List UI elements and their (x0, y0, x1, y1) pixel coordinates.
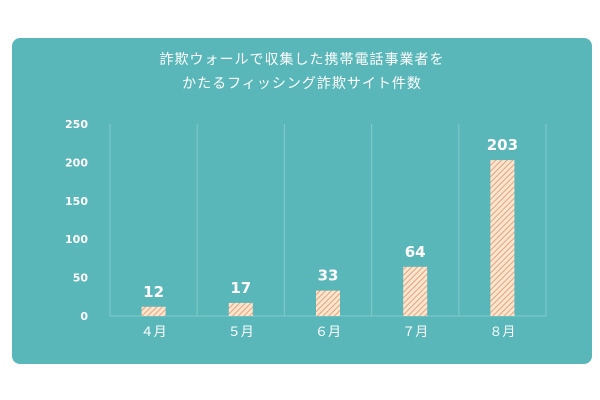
x-tick-label-2: ５月 (228, 325, 254, 340)
x-tick-label-4: ７月 (402, 325, 428, 340)
x-tick-label-3: ６月 (315, 325, 341, 340)
bar-5 (490, 160, 515, 316)
data-label-4: 64 (405, 243, 426, 261)
data-label-5: 203 (487, 136, 518, 154)
data-label-3: 33 (318, 267, 339, 285)
bar-3 (316, 290, 340, 316)
chart-card: 詐欺ウォールで収集した携帯電話事業者を かたるフィッシング詐欺サイト件数 0 50… (12, 38, 592, 364)
y-tick-label: 0 (80, 310, 88, 323)
chart-title-line-1: 詐欺ウォールで収集した携帯電話事業者を (159, 52, 445, 68)
y-tick-label: 250 (65, 118, 88, 131)
bar-2 (228, 302, 253, 316)
y-tick-label: 200 (65, 156, 88, 169)
bar-1 (141, 306, 166, 316)
y-tick-label: 150 (65, 195, 88, 208)
data-label-2: 17 (230, 279, 251, 297)
bar-chart: 0 50 100 150 200 250 12 ４月 17 ５月 33 ６月 64 ７月 203 ８月 (65, 118, 547, 340)
y-tick-label: 100 (65, 233, 88, 246)
chart-title: 詐欺ウォールで収集した携帯電話事業者を かたるフィッシング詐欺サイト件数 (12, 48, 592, 96)
x-tick-label-5: ８月 (489, 325, 515, 340)
chart-title-line-2: かたるフィッシング詐欺サイト件数 (182, 76, 422, 92)
bar-4 (403, 266, 428, 316)
data-label-1: 12 (143, 283, 164, 301)
x-tick-label-1: ４月 (141, 325, 167, 340)
y-tick-label: 50 (73, 272, 89, 285)
